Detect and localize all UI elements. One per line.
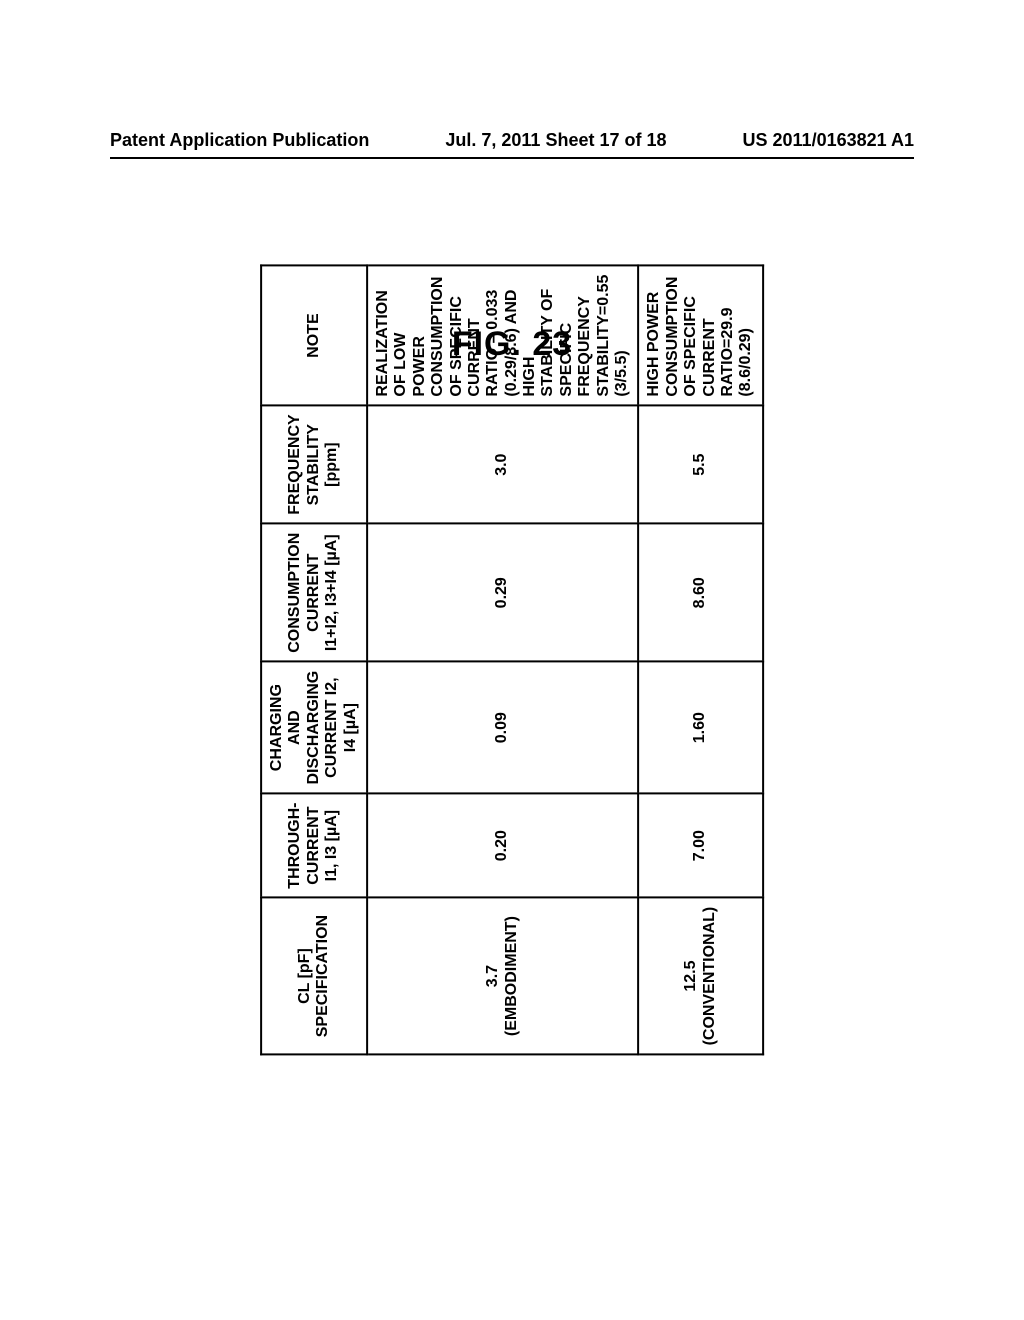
header-left: Patent Application Publication — [110, 130, 369, 151]
col-consumption-current: CONSUMPTION CURRENT I1+I2, I3+I4 [µA] — [261, 524, 367, 662]
cell-consumption-current: 8.60 — [639, 524, 763, 662]
cell-frequency-stability: 5.5 — [639, 406, 763, 524]
col-spec: CL [pF] SPECIFICATION — [261, 898, 367, 1055]
cell-frequency-stability: 3.0 — [367, 406, 638, 524]
header-row: Patent Application Publication Jul. 7, 2… — [110, 130, 914, 151]
col-through-current: THROUGH- CURRENT I1, I3 [µA] — [261, 794, 367, 898]
col-frequency-stability: FREQUENCY STABILITY [ppm] — [261, 406, 367, 524]
table-row: 3.7 (EMBODIMENT) 0.20 0.09 0.29 3.0 REAL… — [367, 266, 638, 1055]
header-right: US 2011/0163821 A1 — [743, 130, 914, 151]
cell-note: HIGH POWER CONSUMPTION OF SPECIFIC CURRE… — [639, 266, 763, 406]
cell-spec: 12.5 (CONVENTIONAL) — [639, 898, 763, 1055]
data-table: CL [pF] SPECIFICATION THROUGH- CURRENT I… — [260, 265, 764, 1056]
cell-charge-discharge-current: 0.09 — [367, 662, 638, 794]
page-header: Patent Application Publication Jul. 7, 2… — [0, 130, 1024, 159]
table-container: CL [pF] SPECIFICATION THROUGH- CURRENT I… — [260, 265, 764, 1056]
cell-consumption-current: 0.29 — [367, 524, 638, 662]
cell-spec: 3.7 (EMBODIMENT) — [367, 898, 638, 1055]
cell-through-current: 7.00 — [639, 794, 763, 898]
cell-through-current: 0.20 — [367, 794, 638, 898]
page: Patent Application Publication Jul. 7, 2… — [0, 0, 1024, 1320]
col-note: NOTE — [261, 266, 367, 406]
header-center: Jul. 7, 2011 Sheet 17 of 18 — [445, 130, 666, 151]
cell-charge-discharge-current: 1.60 — [639, 662, 763, 794]
col-charge-discharge-current: CHARGING AND DISCHARGING CURRENT I2, I4 … — [261, 662, 367, 794]
cell-note: REALIZATION OF LOW POWER CONSUMPTION OF … — [367, 266, 638, 406]
table-row: 12.5 (CONVENTIONAL) 7.00 1.60 8.60 5.5 H… — [639, 266, 763, 1055]
header-rule — [110, 157, 914, 159]
table-header-row: CL [pF] SPECIFICATION THROUGH- CURRENT I… — [261, 266, 367, 1055]
